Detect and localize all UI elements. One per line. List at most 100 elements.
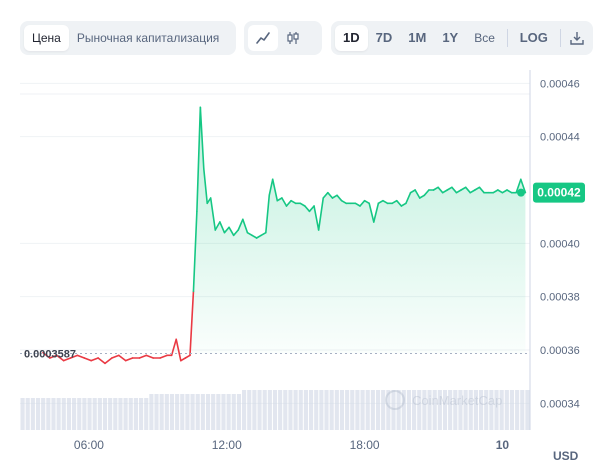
volume-bars <box>20 390 530 430</box>
volume-bar <box>236 394 242 430</box>
price-segment <box>97 357 106 365</box>
y-tick-label: 0.00038 <box>540 292 580 304</box>
volume-bar <box>468 390 473 430</box>
price-segment <box>251 234 258 239</box>
price-segment <box>354 202 361 207</box>
watermark: CoinMarketCap <box>385 390 502 410</box>
volume-bar <box>478 390 484 430</box>
volume-bar <box>391 390 396 430</box>
price-segment <box>478 186 485 194</box>
toolbar-divider <box>506 29 508 47</box>
volume-bar <box>66 398 72 430</box>
y-tick-label: 0.00036 <box>540 345 580 357</box>
price-segment <box>260 231 267 237</box>
volume-bar <box>195 394 200 430</box>
volume-bar <box>520 390 525 430</box>
price-segment <box>423 189 430 197</box>
volume-bar <box>308 390 314 430</box>
volume-bar <box>525 390 530 430</box>
volume-bar <box>499 390 504 430</box>
y-tick-label: 0.00040 <box>540 238 580 250</box>
volume-bar <box>293 390 298 430</box>
price-segment <box>83 357 93 362</box>
volume-bar <box>190 394 195 430</box>
range-7d[interactable]: 7D <box>375 30 393 45</box>
price-segment <box>219 221 226 234</box>
volume-bar <box>25 398 30 430</box>
price-segment <box>464 186 472 194</box>
price-segment <box>432 186 439 191</box>
price-segment <box>372 202 380 223</box>
price-segment <box>285 199 292 207</box>
range-all[interactable]: Все <box>474 31 495 45</box>
volume-bar <box>417 390 422 430</box>
volume-bar <box>314 390 319 430</box>
volume-bar <box>375 390 381 430</box>
download-icon[interactable] <box>565 25 589 51</box>
price-segment <box>214 221 221 231</box>
volume-bar <box>355 390 360 430</box>
volume-bar <box>334 390 339 430</box>
price-segment <box>409 189 416 194</box>
price-segment <box>175 338 182 362</box>
volume-bar <box>257 390 262 430</box>
price-segment <box>368 202 375 223</box>
candlestick-icon[interactable] <box>278 25 308 51</box>
range-1d[interactable]: 1D <box>335 25 368 51</box>
tab-price[interactable]: Цена <box>24 25 69 51</box>
price-segment <box>237 218 244 231</box>
volume-bar <box>453 390 458 430</box>
price-segment <box>196 106 202 213</box>
price-segment <box>276 197 283 202</box>
price-segment <box>199 106 205 170</box>
log-scale-button[interactable]: LOG <box>519 30 548 45</box>
price-segment <box>497 189 504 194</box>
volume-bar <box>339 390 345 430</box>
volume-bar <box>437 390 442 430</box>
volume-bar <box>396 390 401 430</box>
price-segment <box>76 354 86 359</box>
y-tick-label: 0.00034 <box>540 398 580 410</box>
volume-bar <box>350 390 355 430</box>
price-segment <box>223 226 230 234</box>
price-segment <box>265 194 271 234</box>
tab-market-cap[interactable]: Рыночная капитализация <box>76 31 220 45</box>
volume-bar <box>329 390 334 430</box>
x-axis: 06:00 12:00 18:00 10 <box>74 438 510 452</box>
line-chart-icon[interactable] <box>248 25 278 51</box>
range-1m[interactable]: 1M <box>408 30 427 45</box>
volume-bar <box>252 390 257 430</box>
price-area-fill <box>43 107 526 354</box>
price-segment <box>304 205 311 213</box>
price-segment <box>405 191 412 205</box>
price-segment <box>192 210 198 293</box>
x-tick-label: 12:00 <box>212 438 242 452</box>
volume-bar <box>30 398 35 430</box>
volume-bar <box>113 398 118 430</box>
price-area <box>43 107 526 354</box>
volume-bar <box>216 394 221 430</box>
price-segment <box>246 231 253 237</box>
volume-bar <box>97 398 102 430</box>
volume-bar <box>61 398 66 430</box>
price-segment <box>515 178 522 194</box>
price-segment <box>111 354 120 359</box>
price-segment <box>290 199 297 205</box>
price-segment <box>377 199 384 205</box>
price-segment <box>189 290 195 357</box>
price-segment <box>336 194 343 202</box>
price-segment <box>469 189 476 194</box>
volume-bar <box>46 398 51 430</box>
volume-bar <box>138 398 144 430</box>
volume-bar <box>133 398 138 430</box>
reference-price-label: 0.0003587 <box>24 348 76 360</box>
volume-bar <box>242 390 247 430</box>
currency-unit: USD <box>553 449 579 463</box>
volume-bar <box>473 390 478 430</box>
range-1y[interactable]: 1Y <box>442 30 459 45</box>
price-segment <box>232 229 240 237</box>
current-price-badge <box>533 182 585 203</box>
price-segment <box>506 189 513 194</box>
price-segment <box>340 199 348 205</box>
